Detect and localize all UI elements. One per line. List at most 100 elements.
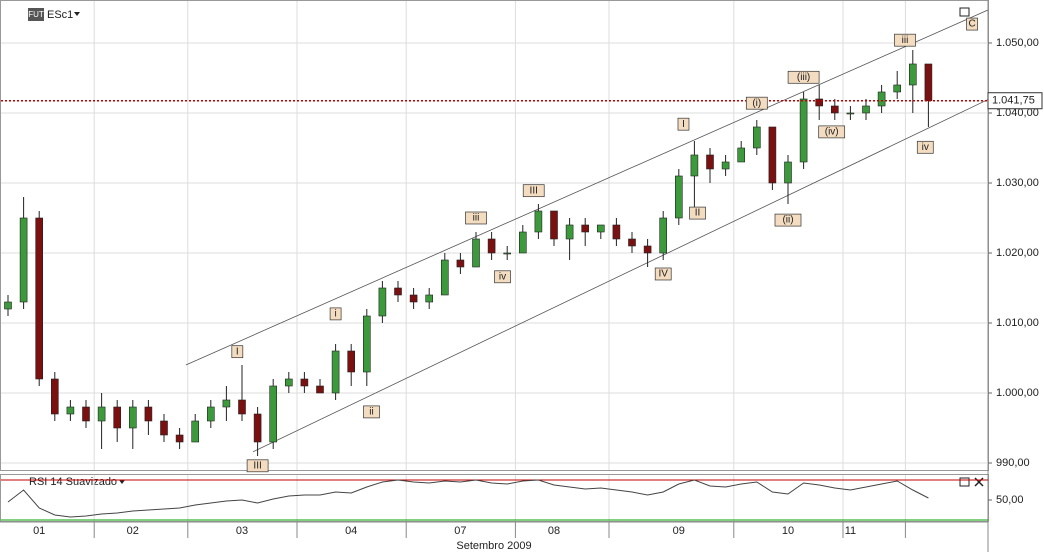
wave-label: (ii) bbox=[782, 215, 793, 226]
wave-label-box bbox=[522, 184, 545, 198]
y-tick-label: 1.050,00 bbox=[996, 37, 1039, 49]
wave-label: iii bbox=[473, 213, 480, 224]
x-tick-label: 01 bbox=[33, 525, 45, 537]
wave-label: (iv) bbox=[825, 127, 839, 138]
candle-body bbox=[253, 413, 262, 443]
x-tick-label: 02 bbox=[127, 525, 139, 537]
candle-body bbox=[596, 224, 605, 233]
y-tick-label: 1.000,00 bbox=[996, 387, 1039, 399]
wave-label-box bbox=[745, 96, 768, 110]
candle-body bbox=[487, 238, 496, 254]
candle-body bbox=[456, 259, 465, 268]
wave-label: i bbox=[334, 309, 336, 320]
candle-body bbox=[550, 210, 558, 240]
y-tick-label: 50,00 bbox=[996, 494, 1024, 506]
candle-body bbox=[97, 406, 106, 422]
candle-body bbox=[581, 224, 590, 233]
candle-body bbox=[35, 217, 44, 380]
x-tick-label: 08 bbox=[548, 525, 560, 537]
wave-label-box bbox=[677, 117, 690, 131]
y-tick-label: 990,00 bbox=[996, 457, 1030, 469]
candle-body bbox=[160, 420, 168, 436]
candle-body bbox=[768, 126, 777, 184]
candle-body bbox=[19, 217, 28, 303]
candle-body bbox=[628, 238, 636, 247]
wave-label: C bbox=[968, 19, 975, 30]
candle-body bbox=[659, 217, 668, 254]
candle-body bbox=[815, 98, 824, 107]
candle-body bbox=[191, 420, 199, 443]
wave-label: (iii) bbox=[797, 72, 810, 83]
candle-body bbox=[877, 91, 886, 107]
candle-body bbox=[238, 399, 246, 415]
maximize-button[interactable] bbox=[959, 477, 970, 487]
x-tick-label: 03 bbox=[236, 525, 248, 537]
y-tick-label: 1.030,00 bbox=[996, 177, 1039, 189]
candle-body bbox=[66, 406, 75, 415]
candle-body bbox=[175, 434, 184, 443]
wave-label: IV bbox=[658, 269, 668, 280]
candle-body bbox=[394, 287, 402, 296]
candle-body bbox=[144, 406, 153, 422]
wave-label-box bbox=[966, 17, 978, 31]
wave-label-box bbox=[465, 211, 487, 225]
candle-body bbox=[565, 224, 574, 240]
wave-label-box bbox=[363, 405, 380, 419]
candle-body bbox=[82, 406, 90, 422]
candle-body bbox=[300, 378, 309, 387]
wave-label-box bbox=[916, 140, 934, 154]
channel-line bbox=[185, 9, 988, 366]
wave-label: iv bbox=[922, 142, 929, 153]
candle-body bbox=[518, 231, 527, 254]
wave-label: III bbox=[253, 460, 261, 471]
wave-label-box bbox=[494, 270, 511, 284]
close-button[interactable] bbox=[974, 477, 984, 487]
wave-label-box bbox=[787, 70, 820, 84]
y-tick-label: 1.010,00 bbox=[996, 317, 1039, 329]
candle-body bbox=[721, 161, 730, 170]
fut-badge-text: FUT bbox=[28, 10, 44, 19]
candle-body bbox=[690, 154, 699, 177]
candle-body bbox=[222, 399, 231, 408]
y-tick-label: 1.040,00 bbox=[996, 107, 1039, 119]
symbol-menu[interactable] bbox=[74, 12, 80, 16]
last-price-tag bbox=[987, 92, 1043, 110]
symbol[interactable]: ESc1 bbox=[47, 9, 73, 21]
candle-body bbox=[207, 406, 215, 422]
wave-label-box bbox=[894, 33, 916, 47]
rsi-line bbox=[7, 479, 929, 518]
wave-label-box bbox=[654, 267, 672, 281]
wave-label: ii bbox=[369, 407, 373, 418]
candle-body bbox=[643, 245, 652, 254]
wave-label: iv bbox=[499, 271, 506, 282]
wave-label-box bbox=[774, 213, 802, 227]
candle-body bbox=[50, 378, 59, 415]
maximize-button[interactable] bbox=[959, 7, 970, 17]
y-tick-label: 1.020,00 bbox=[996, 247, 1039, 259]
candle-body bbox=[316, 385, 324, 394]
rsi-menu[interactable] bbox=[119, 480, 125, 484]
candle-body bbox=[503, 252, 512, 255]
candle-body bbox=[378, 287, 387, 317]
candle-body bbox=[784, 161, 792, 184]
wave-label: II bbox=[695, 208, 701, 219]
candle-body bbox=[472, 238, 480, 268]
candle-body bbox=[612, 224, 621, 240]
candle-body bbox=[347, 350, 356, 373]
wave-label: iii bbox=[902, 35, 909, 46]
candle-body bbox=[893, 84, 902, 93]
candle-body bbox=[409, 294, 418, 303]
candle-body bbox=[534, 210, 543, 233]
candle-body bbox=[924, 63, 933, 102]
candle-body bbox=[830, 105, 839, 114]
candle-body bbox=[4, 301, 12, 310]
candle-body bbox=[846, 112, 855, 115]
candle-body bbox=[284, 378, 293, 387]
candle-body bbox=[331, 350, 340, 394]
wave-label: I bbox=[236, 346, 239, 357]
rsi-title[interactable]: RSI 14 Suavizado bbox=[29, 476, 117, 488]
x-tick-label: 07 bbox=[454, 525, 466, 537]
wave-label: III bbox=[530, 185, 538, 196]
candle-body bbox=[737, 147, 746, 163]
